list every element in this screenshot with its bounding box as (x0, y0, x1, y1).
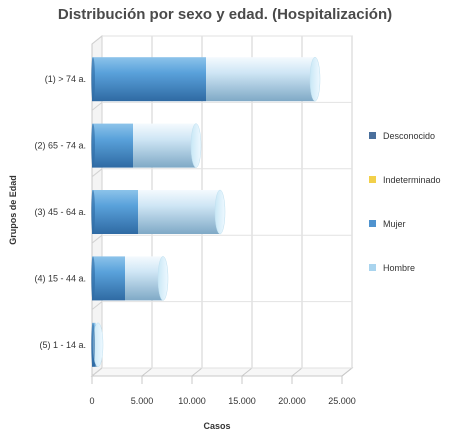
x-tick-label: 25.000 (328, 396, 356, 406)
y-gridline (91, 35, 103, 45)
bar-end-cap (309, 56, 321, 102)
plot-floor (90, 367, 354, 377)
bar-end-cap (157, 256, 169, 301)
x-tick-label: 10.000 (178, 396, 206, 406)
x-gridline-floor (341, 367, 353, 377)
bar-end-cap (190, 123, 202, 168)
bar-end-cap (214, 189, 226, 235)
bar-segment (92, 57, 206, 102)
y-gridline (91, 102, 103, 111)
x-gridline-floor (141, 367, 153, 377)
legend-swatch (369, 264, 376, 271)
bar-segment (92, 190, 138, 234)
y-gridline (91, 234, 103, 244)
x-gridline-floor (241, 367, 253, 377)
x-tick-label: 20.000 (278, 396, 306, 406)
bar-segment (138, 190, 220, 234)
y-axis-title: Grupos de Edad (8, 175, 18, 245)
x-tick-label: 15.000 (228, 396, 256, 406)
x-tick-label: 0 (89, 396, 94, 406)
bar-start-cap (91, 190, 95, 234)
bar-segment (206, 57, 315, 102)
x-gridline-floor (291, 367, 303, 377)
bar-start-cap (91, 123, 95, 168)
y-gridline (91, 168, 103, 178)
bar-segment (92, 123, 133, 168)
x-tick-label: 5.000 (131, 396, 154, 406)
bar-start-cap (91, 57, 95, 102)
y-gridline (91, 301, 103, 310)
legend-label: Indeterminado (383, 175, 441, 185)
y-tick-label: (1) > 74 a. (45, 74, 86, 84)
legend-swatch (369, 132, 376, 139)
bar-start-cap (91, 256, 95, 301)
bar-segment (125, 256, 163, 301)
legend-swatch (369, 176, 376, 183)
y-tick-label: (4) 15 - 44 a. (34, 273, 86, 283)
y-tick-label: (5) 1 - 14 a. (39, 340, 86, 350)
y-gridline (91, 367, 103, 377)
bar-start-cap (91, 322, 95, 367)
bar-segment (133, 123, 196, 168)
x-axis-title: Casos (203, 421, 230, 431)
y-tick-label: (2) 65 - 74 a. (34, 141, 86, 151)
legend-swatch (369, 220, 376, 227)
chart-title: Distribución por sexo y edad. (Hospitali… (57, 6, 393, 23)
y-tick-label: (3) 45 - 64 a. (34, 207, 86, 217)
x-gridline-floor (191, 367, 203, 377)
legend-label: Hombre (383, 263, 415, 273)
bar-segment (92, 256, 125, 301)
legend-label: Desconocido (383, 131, 435, 141)
legend-label: Mujer (383, 219, 406, 229)
